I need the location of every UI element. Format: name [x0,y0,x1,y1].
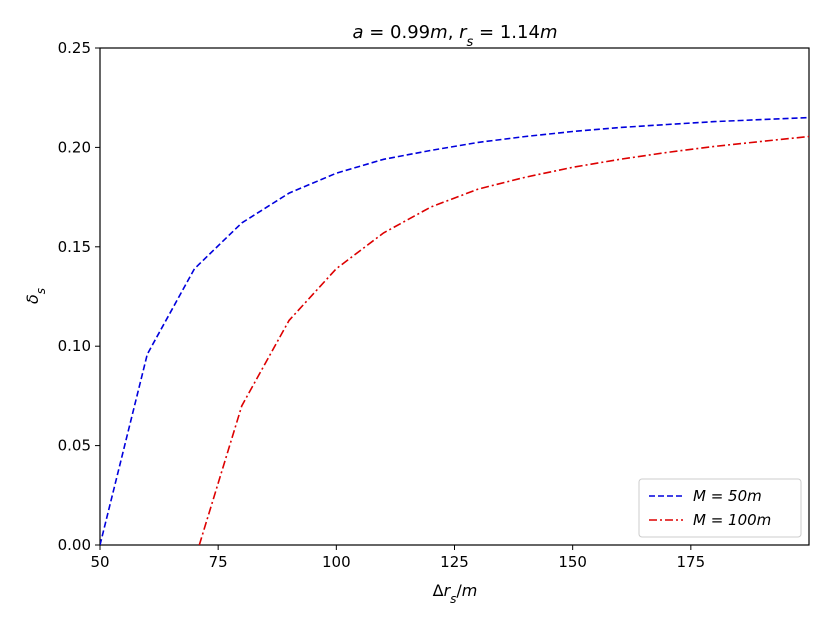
series-line-2 [198,135,809,545]
y-tick-label: 0.05 [58,437,91,455]
x-tick-label: 150 [558,553,587,571]
legend-entry: M = 50m [693,487,762,505]
legend-entry: M = 100m [693,511,771,529]
y-tick-label: 0.00 [58,536,91,554]
y-tick-label: 0.15 [58,238,91,256]
series-layer [100,116,809,545]
x-tick-label: 175 [677,553,706,571]
x-tick-label: 50 [90,553,109,571]
y-axis-label: δs [23,288,48,304]
axes: 50 75 100 125 150 175 0.00 0.05 0.10 0.15 0.20 0.25 [58,39,810,571]
legend: M = 50m M = 100m [638,478,802,538]
x-tick-label: 100 [322,553,351,571]
y-tick-label: 0.20 [58,138,91,156]
x-axis-label: Δrs/m [433,581,478,606]
x-tick-label: 75 [209,553,228,571]
y-tick-label: 0.10 [58,337,91,355]
series-line-1 [100,116,809,545]
x-tick-label: 125 [440,553,469,571]
chart-title: a = 0.99m, rs = 1.14m [353,22,558,50]
legend-box [638,478,802,538]
y-tick-label: 0.25 [58,39,91,57]
